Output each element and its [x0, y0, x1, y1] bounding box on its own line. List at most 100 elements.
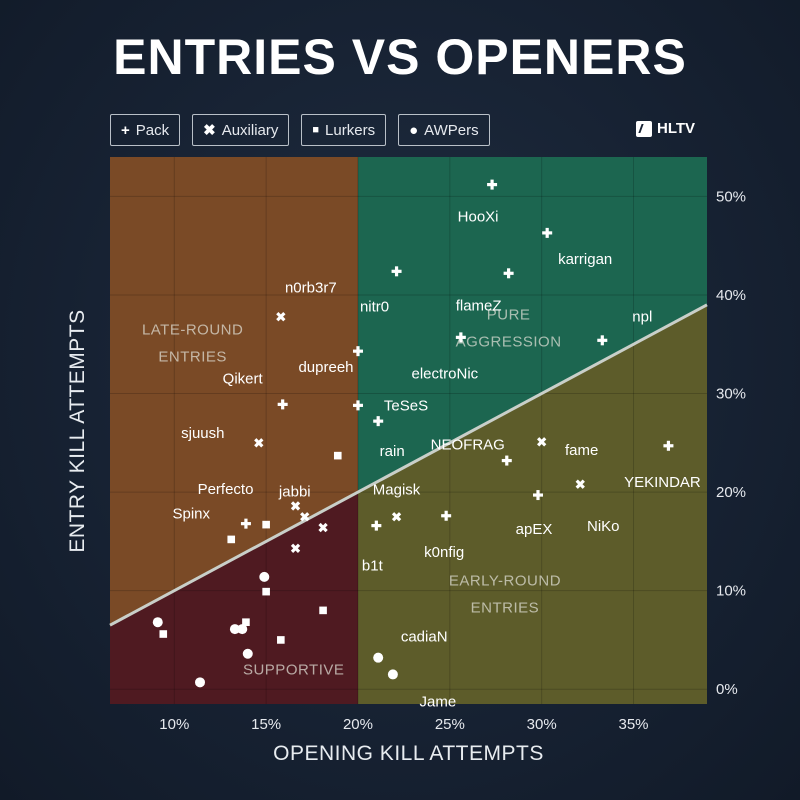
y-tick-label: 10%	[716, 583, 746, 600]
circle-marker	[242, 648, 253, 659]
chart-title: ENTRIES VS OPENERS	[113, 29, 687, 85]
plus-marker-bar	[394, 266, 399, 277]
cross-marker	[300, 512, 310, 522]
plus-marker-bar	[356, 400, 360, 411]
circle-marker	[387, 669, 398, 680]
cross-marker	[276, 311, 286, 322]
square-marker-shape	[227, 535, 236, 544]
y-tick-label: 30%	[716, 386, 746, 403]
point-label: nitr0	[360, 298, 389, 315]
point-label: Magisk	[373, 482, 421, 499]
hltv-logo-text: HLTV	[657, 120, 696, 137]
x-tick-label: 20%	[343, 716, 373, 733]
circle-marker-shape	[195, 677, 206, 688]
quadrant-label: ENTRIES	[158, 348, 227, 365]
square-marker-shape	[319, 606, 327, 615]
cross-marker-bar	[254, 438, 264, 448]
cross-marker-bar	[290, 543, 301, 553]
square-marker	[333, 451, 342, 460]
point-label: HooXi	[458, 209, 499, 226]
hltv-logo-icon	[636, 120, 652, 137]
circle-marker-shape	[229, 624, 240, 635]
square-marker-shape	[262, 520, 270, 529]
x-axis-label: OPENING KILL ATTEMPTS	[273, 742, 544, 765]
x-tick-label: 30%	[527, 716, 557, 733]
plus-marker-bar	[376, 416, 380, 427]
plus-marker	[503, 268, 514, 279]
point-label: npl	[632, 308, 652, 325]
quadrant-early-round	[357, 304, 707, 704]
circle-marker-shape	[387, 669, 398, 680]
x-tick-label: 10%	[159, 716, 189, 733]
legend-item-pack: + Pack	[110, 114, 181, 146]
plus-marker	[487, 179, 498, 190]
point-label: TeSeS	[384, 397, 428, 414]
square-marker	[159, 630, 168, 638]
plus-marker	[597, 335, 608, 346]
quadrant-label: AGGRESSION	[456, 334, 562, 351]
circle-marker-shape	[242, 648, 253, 659]
y-tick-label: 20%	[716, 484, 746, 501]
point-label: dupreeh	[298, 359, 353, 376]
square-marker-shape	[333, 451, 342, 460]
x-tick-label: 25%	[435, 716, 465, 733]
plus-marker-bar	[545, 227, 549, 238]
plus-marker	[455, 332, 466, 343]
circle-icon: ●	[409, 121, 419, 139]
plus-marker	[373, 416, 384, 427]
quadrant-label: LATE-ROUND	[142, 321, 243, 338]
cross-marker-bar	[318, 522, 328, 533]
plus-marker	[441, 510, 452, 521]
plus-marker-bar	[459, 332, 463, 343]
point-label: Spinx	[172, 505, 210, 522]
quadrant-label: SUPPORTIVE	[243, 661, 344, 678]
circle-marker-shape	[373, 652, 384, 663]
x-tick-label: 15%	[251, 716, 281, 733]
circle-marker	[195, 677, 206, 688]
plus-marker	[371, 520, 382, 531]
point-label: YEKINDAR	[624, 474, 701, 491]
square-marker-shape	[277, 636, 285, 644]
y-tick-label: 40%	[716, 287, 746, 304]
plus-marker-bar	[244, 518, 248, 529]
cross-marker-bar	[575, 479, 585, 489]
square-marker-shape	[262, 587, 270, 596]
circle-marker-shape	[152, 617, 163, 628]
cross-marker-bar	[391, 512, 402, 522]
point-label: b1t	[362, 558, 384, 575]
square-icon: ■	[312, 124, 320, 136]
legend-item-lurkers: ■ Lurkers	[301, 114, 387, 146]
legend-item-auxiliary: ✖ Auxiliary	[192, 114, 290, 146]
plus-marker-bar	[490, 179, 494, 190]
quadrant-pure-aggression	[357, 157, 707, 493]
plus-marker-bar	[536, 490, 540, 501]
quadrant-label: EARLY-ROUND	[449, 573, 561, 590]
point-label: jabbi	[278, 484, 311, 501]
square-marker	[262, 587, 270, 596]
quadrant-label: ENTRIES	[471, 600, 540, 617]
point-label: flameZ	[456, 297, 502, 314]
y-axis-label: ENTRY KILL ATTEMPTS	[66, 309, 89, 553]
quadrant-supportive	[110, 492, 358, 704]
circle-marker	[373, 652, 384, 663]
cross-icon: ✖	[203, 122, 216, 139]
plus-icon: +	[121, 121, 130, 139]
legend-label: Auxiliary	[221, 121, 279, 139]
circle-marker	[152, 617, 163, 628]
cross-marker	[537, 437, 547, 447]
square-marker-shape	[159, 630, 168, 638]
plus-marker	[352, 346, 363, 357]
plus-marker-bar	[281, 399, 285, 410]
legend: + Pack ✖ Auxiliary ■ Lurkers ● AWPers	[110, 114, 490, 146]
plus-marker-bar	[444, 510, 448, 521]
square-marker	[262, 520, 270, 529]
plus-marker	[501, 455, 512, 466]
cross-marker	[575, 479, 585, 489]
y-tick-label: 50%	[716, 188, 746, 205]
circle-marker	[259, 571, 270, 582]
x-tick-label: 35%	[619, 716, 649, 733]
cross-marker-bar	[276, 311, 286, 322]
cross-marker-bar	[300, 512, 310, 522]
plus-marker	[533, 490, 544, 501]
